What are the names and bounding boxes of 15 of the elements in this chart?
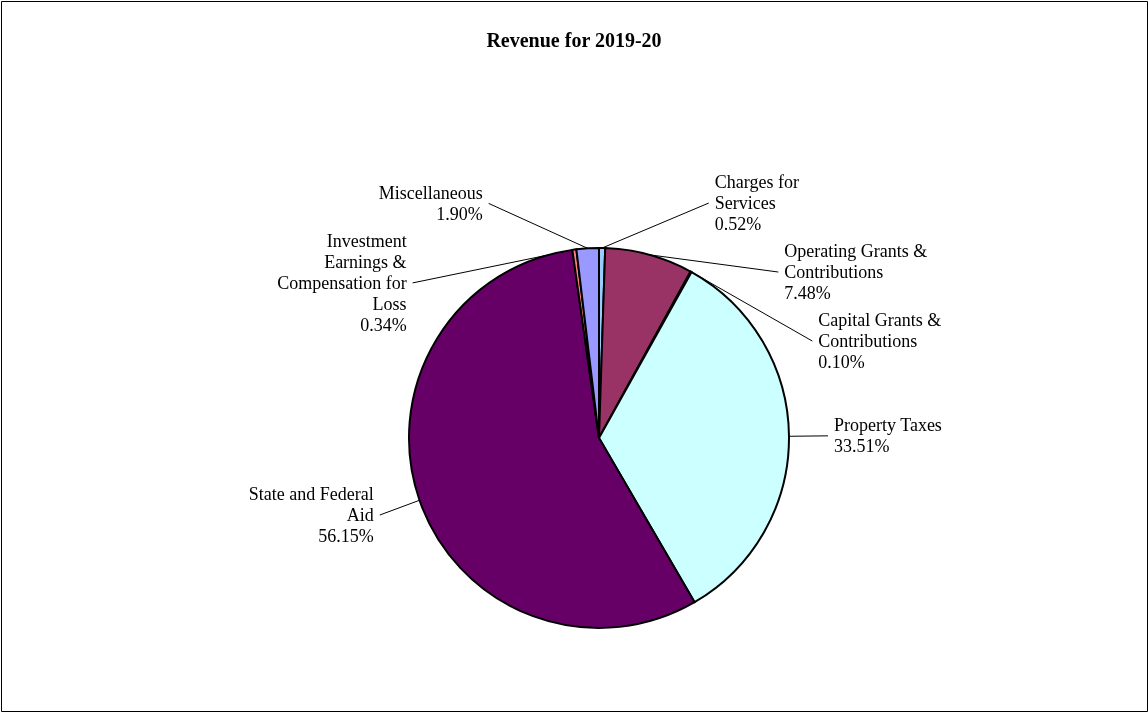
- data-label: 33.51%: [833, 436, 890, 457]
- slice-label: Capital Grants & Contributions: [818, 310, 942, 352]
- slice-label: State and Federal Aid: [248, 484, 374, 526]
- data-label: 56.15%: [318, 526, 374, 547]
- chart-title: Revenue for 2019-20: [486, 29, 662, 51]
- data-label: 0.10%: [818, 352, 865, 373]
- data-label: 0.34%: [360, 314, 407, 335]
- data-label: 0.52%: [714, 214, 762, 235]
- slice-label: Operating Grants & Contributions: [784, 241, 928, 283]
- slice-label: Charges for Services: [714, 172, 799, 214]
- slice-label: Investment Earnings & Compensation for Loss: [277, 230, 407, 314]
- slice-label: Miscellaneous: [378, 182, 483, 203]
- data-label: 1.90%: [436, 203, 483, 224]
- data-label: 7.48%: [784, 283, 831, 304]
- slice-label: Property Taxes: [833, 415, 942, 436]
